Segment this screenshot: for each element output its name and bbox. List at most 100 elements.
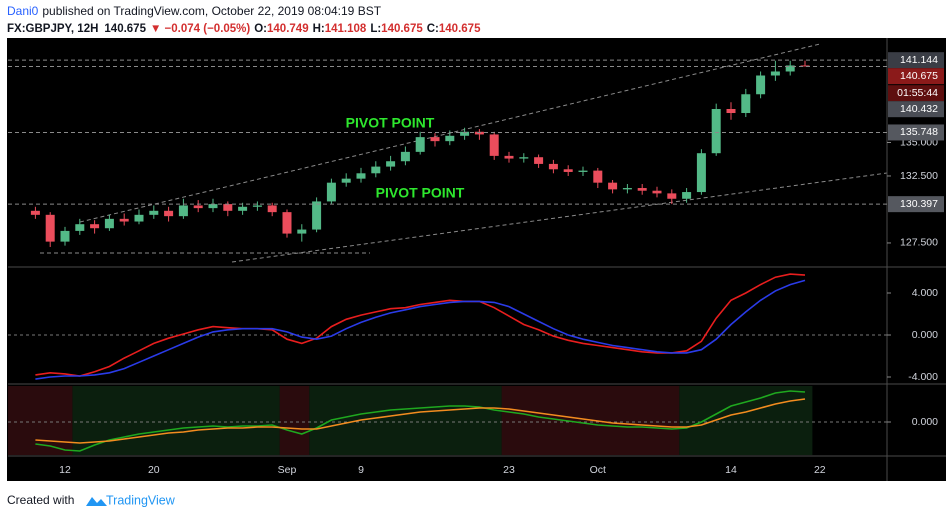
candle-body xyxy=(652,190,662,194)
y-tick-label: 132.500 xyxy=(900,170,938,182)
x-tick-label: 14 xyxy=(725,464,737,476)
candle-body xyxy=(415,137,425,152)
price-label: 141.144 xyxy=(900,54,938,66)
candle-body xyxy=(770,71,780,76)
logo xyxy=(86,497,107,506)
candle-body xyxy=(519,157,529,159)
indicator-line xyxy=(35,279,806,380)
y-tick-label: 127.500 xyxy=(900,237,938,249)
change: ▼ −0.074 (−0.05%) xyxy=(150,23,250,35)
candle-body xyxy=(267,205,277,213)
candle-body xyxy=(637,188,647,191)
candle-body xyxy=(445,135,455,142)
ohlc-value: 140.675 xyxy=(439,23,481,35)
x-tick-label: 22 xyxy=(814,464,826,476)
candle-body xyxy=(252,205,262,207)
y-tick-label: 4.000 xyxy=(912,287,938,299)
signal-region xyxy=(72,386,280,455)
brand: TradingView xyxy=(106,493,176,507)
candle-body xyxy=(178,205,188,217)
candle-body xyxy=(104,218,114,229)
published: published on TradingView.com, October 22… xyxy=(42,4,381,18)
ohlc-label: C: xyxy=(427,23,439,35)
candle-body xyxy=(208,204,218,209)
countdown: 01:55:44 xyxy=(897,87,938,99)
signal-region xyxy=(309,386,502,455)
price-label: 140.432 xyxy=(900,103,938,115)
y-tick-label: -4.000 xyxy=(908,371,938,383)
candle-body xyxy=(134,214,144,222)
candle-body xyxy=(563,169,573,172)
ohlc-value: 140.675 xyxy=(381,23,423,35)
candle-body xyxy=(741,94,751,114)
indicator-line xyxy=(35,390,806,452)
candle-body xyxy=(622,188,632,190)
candle-body xyxy=(341,178,351,183)
candle-body xyxy=(682,192,692,199)
last-price: 140.675 xyxy=(104,23,146,35)
ohlc-value: 140.749 xyxy=(267,23,309,35)
footer-text: Created with xyxy=(7,493,74,507)
candle-body xyxy=(149,210,159,215)
indicator-line xyxy=(35,398,806,444)
ohlc-label: H: xyxy=(313,23,325,35)
price-label: 135.748 xyxy=(900,126,938,138)
candle-body xyxy=(608,182,618,190)
candle-body xyxy=(119,218,129,222)
lower-trend-line xyxy=(231,172,888,263)
candle-body xyxy=(60,230,70,242)
candle-body xyxy=(800,65,810,67)
candle-body xyxy=(534,157,544,164)
candle-body xyxy=(460,131,470,136)
candle-body xyxy=(297,229,307,234)
candle-body xyxy=(223,204,233,211)
countdown-box xyxy=(888,85,944,102)
price-label-box xyxy=(888,124,944,141)
candle-body xyxy=(164,210,174,217)
candle-body xyxy=(356,173,366,179)
annotation: PIVOT POINT xyxy=(346,115,435,131)
symbol-line: FX:GBPJPY, 12H 140.675 ▼ −0.074 (−0.05%) O:… xyxy=(7,23,481,35)
candle-body xyxy=(548,163,558,170)
x-tick-label: 20 xyxy=(148,464,160,476)
x-tick-label: 12 xyxy=(59,464,71,476)
candle-body xyxy=(90,224,100,229)
candle-body xyxy=(474,131,484,135)
ohlc-label: L: xyxy=(370,23,381,35)
candle-body xyxy=(45,214,55,242)
candle-body xyxy=(785,65,795,72)
symbol: FX:GBPJPY, 12H xyxy=(7,23,98,35)
candle-body xyxy=(711,108,721,154)
candle-body xyxy=(238,206,248,211)
candle-body xyxy=(756,75,766,95)
signal-region xyxy=(8,386,73,455)
candle-body xyxy=(593,170,603,183)
price-label: 130.397 xyxy=(900,198,938,210)
signal-region xyxy=(279,386,310,455)
candle-body xyxy=(30,210,40,215)
ohlc-value: 141.108 xyxy=(325,23,367,35)
candle-body xyxy=(489,134,499,156)
candle-body xyxy=(667,193,677,199)
y-tick-label: 0.000 xyxy=(912,329,938,341)
price-label-box xyxy=(888,52,944,69)
signal-region xyxy=(679,386,813,455)
candle-body xyxy=(282,212,292,234)
candle-body xyxy=(312,201,322,230)
candle-body xyxy=(430,137,440,142)
candle-body xyxy=(371,166,381,174)
candle-body xyxy=(578,170,588,172)
author: Dani0 xyxy=(7,4,39,18)
x-tick-label: Sep xyxy=(278,464,297,476)
candle-body xyxy=(386,161,396,167)
candle-body xyxy=(193,205,203,209)
price-label-box xyxy=(888,101,944,118)
header-line: Dani0 published on TradingView.com, Octob… xyxy=(7,4,382,18)
price-label: 140.675 xyxy=(900,70,938,82)
annotation: PIVOT POINT xyxy=(376,185,465,201)
candle-body xyxy=(400,151,410,162)
price-label-box xyxy=(888,196,944,213)
x-tick-label: Oct xyxy=(590,464,606,476)
ohlc-label: O: xyxy=(254,23,267,35)
